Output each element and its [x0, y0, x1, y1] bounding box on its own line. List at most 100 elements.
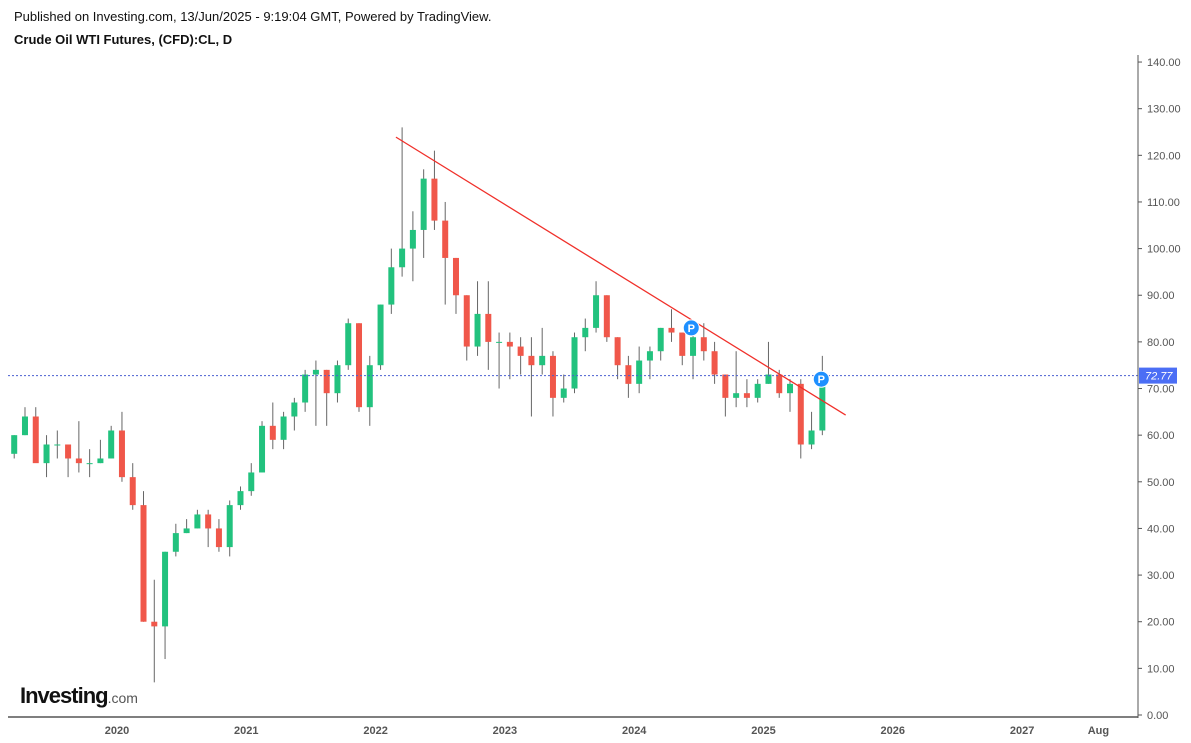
candle — [636, 346, 643, 394]
candle-body — [819, 375, 826, 431]
candle — [485, 281, 492, 370]
candle — [733, 351, 740, 408]
candle — [269, 402, 276, 450]
y-tick-label: 110.00 — [1147, 197, 1180, 209]
candle — [205, 509, 212, 548]
candle — [97, 439, 104, 464]
candle — [431, 150, 438, 230]
candle-body — [399, 248, 406, 268]
candle — [442, 201, 449, 305]
candle — [593, 281, 600, 333]
candle — [646, 346, 653, 380]
candle — [679, 332, 686, 366]
candle — [496, 332, 503, 389]
candle-body — [646, 351, 653, 361]
candle — [549, 351, 556, 417]
candle-body — [366, 365, 373, 408]
candle — [11, 435, 18, 459]
x-tick-label: 2021 — [234, 725, 258, 737]
candle-body — [108, 430, 115, 459]
candle — [215, 519, 222, 552]
candle — [690, 332, 697, 380]
candle — [657, 327, 664, 361]
last-price-badge — [1139, 367, 1177, 384]
candle — [452, 257, 459, 314]
publish-marker[interactable]: P — [812, 370, 830, 388]
x-tick-label: 2025 — [751, 725, 775, 737]
candle-body — [603, 295, 610, 338]
candle-body — [11, 435, 18, 454]
candle-body — [452, 257, 459, 296]
candle-body — [700, 337, 707, 352]
y-tick-label: 0.00 — [1147, 710, 1168, 722]
candle-body — [442, 220, 449, 258]
candle — [280, 411, 287, 450]
candle-body — [765, 374, 772, 384]
x-tick-label: 2023 — [493, 725, 517, 737]
candle-body — [690, 337, 697, 356]
candle — [75, 421, 82, 473]
candle-body — [54, 444, 61, 446]
y-tick-label: 50.00 — [1147, 477, 1175, 489]
candle-body — [129, 477, 136, 506]
candle-body — [614, 337, 621, 366]
x-tick-label: 2026 — [881, 725, 905, 737]
x-tick-label: 2022 — [363, 725, 387, 737]
candle-body — [226, 505, 233, 548]
y-tick-label: 140.00 — [1147, 57, 1181, 69]
candle — [345, 318, 352, 370]
candle-body — [356, 323, 363, 408]
trendline — [395, 136, 846, 416]
candle — [722, 374, 729, 417]
candle — [625, 355, 632, 398]
candle-body — [808, 430, 815, 445]
candle — [571, 332, 578, 394]
candle-body — [75, 458, 82, 464]
candle — [399, 127, 406, 277]
candle-body — [312, 369, 319, 375]
candle-body — [743, 393, 750, 398]
y-tick-label: 100.00 — [1147, 244, 1181, 256]
candle — [118, 411, 125, 482]
y-tick-label: 80.00 — [1147, 337, 1175, 349]
candle — [765, 341, 772, 384]
candle — [140, 491, 147, 622]
candle-body — [754, 383, 761, 398]
candle-body — [388, 267, 395, 305]
candle-body — [657, 327, 664, 352]
candle-body — [248, 472, 255, 492]
candle — [560, 374, 567, 403]
candle-body — [97, 458, 104, 464]
candle-body — [517, 346, 524, 356]
candle — [129, 463, 136, 510]
candle-body — [571, 337, 578, 389]
candle-body — [280, 416, 287, 440]
candle — [754, 379, 761, 403]
last-price-value: 72.77 — [1145, 371, 1173, 383]
candle — [700, 323, 707, 361]
candle-body — [291, 402, 298, 417]
last-price-label: 72.77 — [1139, 367, 1177, 384]
candle-body — [776, 374, 783, 394]
candle-body — [485, 313, 492, 342]
candle-body — [409, 229, 416, 249]
candles — [11, 127, 826, 683]
candle-body — [237, 491, 244, 506]
candle — [226, 500, 233, 557]
candle-body — [679, 332, 686, 356]
candle — [603, 295, 610, 342]
candle-body — [431, 178, 438, 221]
candle-body — [86, 463, 93, 465]
candle — [797, 379, 804, 459]
candle — [312, 360, 319, 426]
y-tick-label: 70.00 — [1147, 384, 1175, 396]
candle — [420, 169, 427, 258]
x-tick-label: Aug — [1088, 725, 1109, 737]
candle-body — [722, 374, 729, 398]
candle-body — [118, 430, 125, 478]
candle — [86, 449, 93, 478]
marker-icon — [812, 370, 830, 388]
candle-body — [787, 383, 794, 394]
publish-marker[interactable]: P — [682, 319, 700, 337]
